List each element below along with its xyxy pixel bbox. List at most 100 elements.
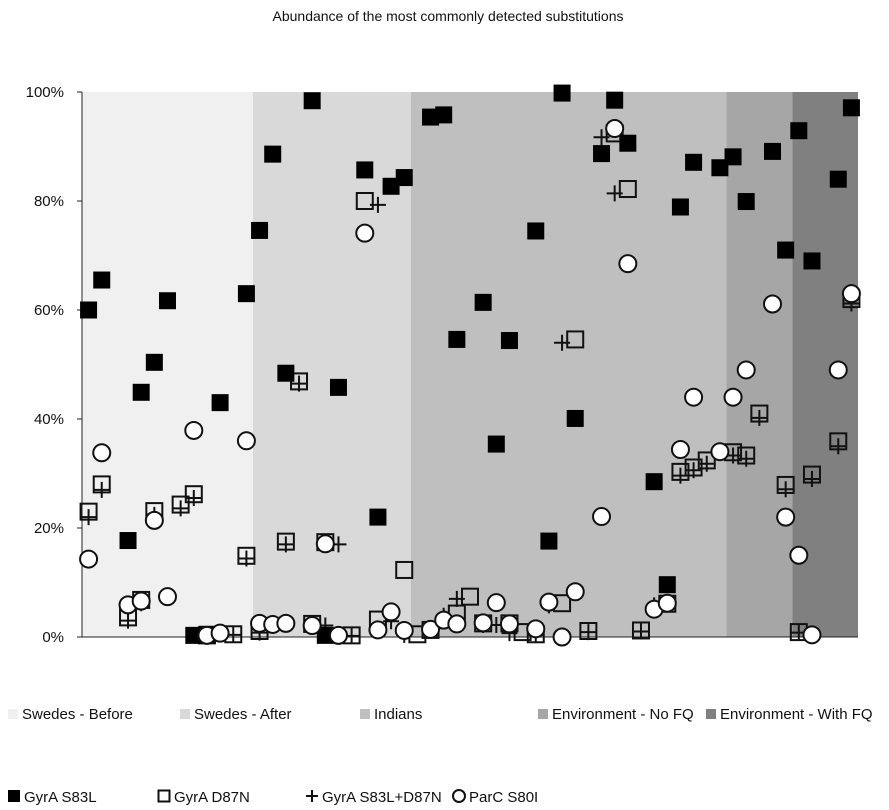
data-point [382,177,400,195]
data-point [790,122,808,140]
data-point [618,180,637,199]
chart-title: Abundance of the most commonly detected … [273,8,624,24]
data-point [593,129,610,146]
group-legend-item: Swedes - After [180,706,292,723]
data-point [632,623,649,640]
data-point [527,222,545,240]
data-point [381,602,401,622]
data-point [264,145,282,163]
data-point [618,254,638,274]
data-point [211,394,229,412]
data-point [368,620,388,640]
data-point [448,330,466,348]
data-point [763,294,783,314]
data-point [500,332,518,350]
legend-label: GyrA S83L+D87N [322,789,442,806]
group-legend-swatch [360,709,370,719]
data-point [789,545,809,565]
data-point [710,442,730,462]
data-point [303,92,321,110]
group-legend-item: Indians [360,706,422,723]
group-band-1 [252,92,411,637]
data-point [277,536,294,553]
data-point [132,383,150,401]
data-point [328,625,348,645]
data-point [486,593,506,613]
group-legend-item: Swedes - Before [8,706,133,723]
data-point [369,508,387,526]
data-point [93,481,110,498]
series-legend: GyrA S83L GyrA D87N GyrA S83L+D87N ParC S80… [8,789,538,806]
group-band-3 [726,92,793,637]
legend-label: GyrA S83L [24,789,97,806]
data-point [355,192,374,210]
data-point [499,614,519,634]
y-tick-label: 20% [34,520,64,537]
y-tick-label: 40% [34,411,64,428]
data-point [670,440,690,460]
data-point [803,470,820,487]
data-point [698,455,715,472]
data-point [841,284,861,304]
data-point [724,148,742,166]
y-ticks: 0% 20% 40% 60% 80% 100% [26,84,82,646]
data-point [369,196,386,213]
series-legend-item: GyrA D87N [157,789,250,806]
y-tick-label: 0% [42,629,64,646]
data-point [776,507,796,527]
data-point [565,582,585,602]
data-point [185,490,202,507]
series-parc-s80i [79,119,861,647]
data-point [276,613,296,633]
data-point [685,462,702,479]
group-legend-label: Environment - With FQ [720,706,873,723]
data-point [723,387,743,407]
group-legend-swatch [538,709,548,719]
data-point [461,587,479,606]
data-point [355,223,375,243]
group-legend-label: Indians [374,706,422,723]
data-point [315,534,335,554]
series-legend-item: ParC S80I [452,789,538,806]
group-legend: Swedes - Before Swedes - After Indians Envi… [8,706,873,723]
legend-marker [8,790,20,802]
data-point [553,84,571,102]
data-point [395,169,413,187]
data-points [79,84,861,647]
group-legend-swatch [8,709,18,719]
data-point [251,221,269,239]
data-point [79,549,99,569]
data-point [421,619,441,639]
group-legend-label: Swedes - Before [22,706,133,723]
data-point [93,271,111,289]
data-point [236,431,256,451]
data-point [737,193,755,211]
data-point [145,353,163,371]
data-point [828,360,848,380]
data-point [605,119,625,139]
data-point [210,623,230,643]
data-point [554,334,571,351]
legend-marker [157,789,171,803]
data-point [238,550,255,567]
data-point [685,153,703,171]
data-point [540,532,558,550]
data-point [526,619,546,639]
data-point [566,330,585,349]
data-point [711,159,729,177]
data-point [842,99,860,117]
series-legend-item: GyrA S83L+D87N [306,789,442,806]
data-point [606,185,623,202]
data-point [830,438,847,455]
data-point [448,590,465,607]
data-point [157,587,177,607]
data-point [803,252,821,270]
data-point [447,614,467,634]
group-legend-swatch [180,709,190,719]
data-point [619,134,637,152]
data-point [487,435,505,453]
data-point [172,500,189,517]
data-point [764,142,782,160]
data-point [237,285,255,303]
